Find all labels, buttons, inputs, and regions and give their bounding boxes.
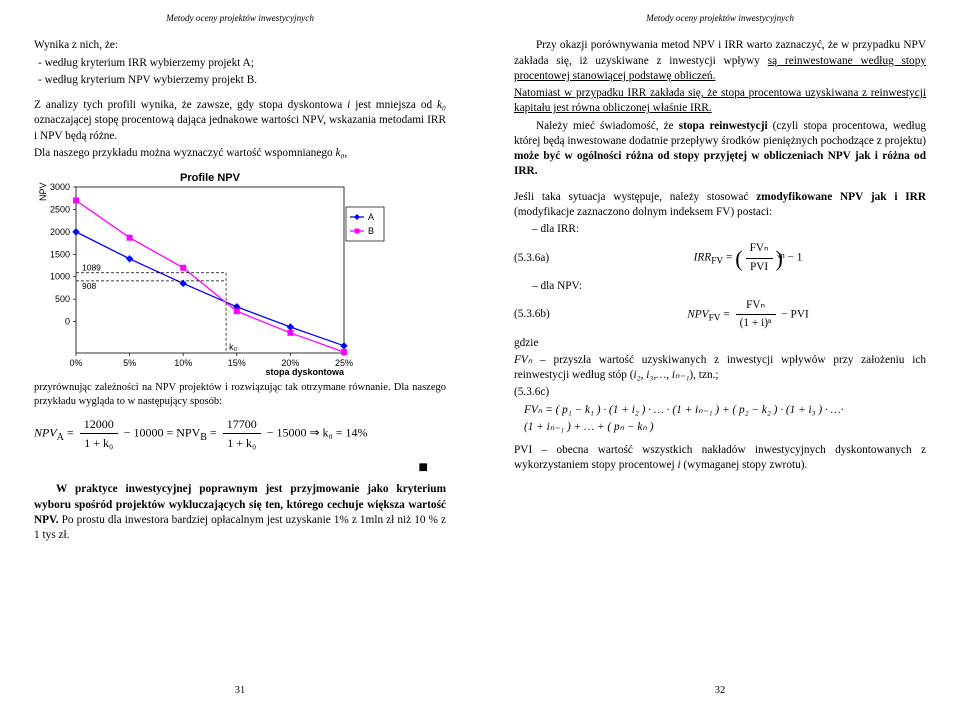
svg-text:NPV: NPV [38,183,48,202]
left-body: Wynika z nich, że: - według kryterium IR… [34,38,446,543]
para-1: Z analizy tych profili wynika, że zawsze… [34,98,446,144]
qed-box: ■ [34,457,446,479]
eq-c-line1: FVₙ = ( p₁ − k₁ ) · (1 + i₂ ) · … · (1 +… [514,403,926,418]
r-li-npv: – dla NPV: [514,279,926,294]
svg-text:2000: 2000 [50,227,70,237]
svg-text:stopa dyskontowa: stopa dyskontowa [265,367,345,377]
svg-text:0: 0 [65,317,70,327]
svg-text:A: A [368,212,374,222]
r-para-3: Należy mieć świadomość, że stopa reinwes… [514,119,926,180]
right-body: Przy okazji porównywania metod NPV i IRR… [514,38,926,473]
r-para-4: Jeśli taka sytuacja występuje, należy st… [514,190,926,221]
r-para-1: Przy okazji porównywania metod NPV i IRR… [514,38,926,84]
para-4: W praktyce inwestycyjnej poprawnym jest … [34,482,446,543]
svg-text:10%: 10% [174,358,192,368]
svg-text:B: B [368,226,374,236]
svg-text:5%: 5% [123,358,136,368]
svg-text:500: 500 [55,294,70,304]
eq-c-label: (5.3.6c) [514,385,926,400]
bullet-1: - według kryterium IRR wybierzemy projek… [34,56,446,71]
equation-npv-fv: (5.3.6b) NPVFV = FVₙ(1 + i)ⁿ − PVI [514,298,926,332]
equation-k0: NPVA = 120001 + k₀ − 10000 = NPVB = 1770… [34,416,446,451]
r-gdzie: gdzie [514,336,926,351]
svg-text:Profile NPV: Profile NPV [180,172,241,184]
right-page: Metody oceny projektów inwestycyjnych Pr… [480,0,960,702]
para-3: przyrównując zależności na NPV projektów… [34,381,446,409]
r-para-2: Natomiast w przypadku IRR zakłada się, ż… [514,86,926,117]
para-2: Dla naszego przykładu można wyznaczyć wa… [34,146,446,161]
svg-text:1000: 1000 [50,272,70,282]
svg-text:1500: 1500 [50,249,70,259]
r-li-irr: – dla IRR: [514,222,926,237]
eq-c-line2: (1 + iₙ₋₁ ) + … + ( pₙ − kₙ ) [514,420,926,435]
chart-svg: 0500100015002000250030000%5%10%15%20%25%… [34,167,394,377]
svg-text:2500: 2500 [50,205,70,215]
page-number-right: 32 [480,684,960,698]
svg-text:908: 908 [82,281,96,291]
r-pvi-def: PVI – obecna wartość wszystkich nakładów… [514,443,926,474]
page-number-left: 31 [0,684,480,698]
svg-text:0%: 0% [69,358,82,368]
r-fvn-def: FVₙ – przyszła wartość uzyskiwanych z in… [514,353,926,384]
bullet-2: - według kryterium NPV wybierzemy projek… [34,73,446,88]
equation-irr-fv: (5.3.6a) IRRFV = (FVₙPVI)√n − 1 [514,241,926,275]
intro: Wynika z nich, że: [34,38,446,53]
svg-text:3000: 3000 [50,182,70,192]
svg-text:15%: 15% [228,358,246,368]
running-head-left: Metody oceny projektów inwestycyjnych [34,12,446,24]
svg-text:k₀: k₀ [229,342,238,352]
svg-text:1089: 1089 [82,263,101,273]
running-head-right: Metody oceny projektów inwestycyjnych [514,12,926,24]
npv-profile-chart: 0500100015002000250030000%5%10%15%20%25%… [34,167,394,377]
left-page: Metody oceny projektów inwestycyjnych Wy… [0,0,480,702]
